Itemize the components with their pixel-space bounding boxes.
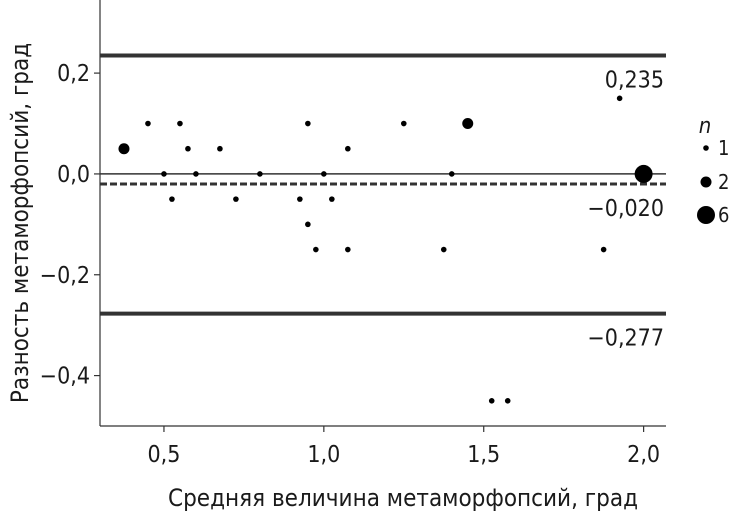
y-axis-ticks: 0,2 0,0 −0,2 −0,4 — [40, 61, 100, 390]
legend-label: 2 — [718, 170, 729, 194]
legend-title: n — [699, 114, 712, 139]
data-point — [313, 246, 319, 253]
x-axis-title: Средняя величина метаморфопсий, град — [168, 484, 638, 512]
x-tick-label: 0,5 — [148, 442, 181, 468]
data-point — [185, 145, 191, 152]
data-points — [118, 95, 653, 404]
reference-line-label: −0,277 — [587, 326, 664, 352]
reference-line-label: −0,020 — [587, 196, 664, 222]
data-point — [217, 145, 223, 152]
data-point — [634, 164, 653, 183]
data-point — [297, 196, 303, 202]
reference-line-label: 0,235 — [605, 67, 664, 93]
data-point — [345, 246, 351, 253]
data-point — [504, 397, 511, 404]
y-tick-label: 0,2 — [57, 61, 90, 87]
data-point — [305, 221, 311, 228]
legend-marker — [700, 176, 712, 188]
data-point — [345, 145, 351, 152]
data-point — [145, 120, 151, 127]
y-tick-label: 0,0 — [57, 162, 90, 188]
data-point — [169, 196, 175, 202]
x-tick-label: 2,0 — [627, 442, 660, 468]
x-tick-label: 1,0 — [307, 442, 340, 468]
data-point — [600, 246, 607, 253]
y-tick-label: −0,4 — [40, 364, 90, 390]
data-point — [257, 171, 263, 177]
data-point — [305, 120, 311, 127]
y-axis-title: Разность метаморфопсий, град — [6, 43, 34, 403]
legend-label: 1 — [718, 136, 729, 160]
legend-marker — [703, 145, 709, 151]
x-tick-label: 1,5 — [467, 442, 500, 468]
data-point — [161, 171, 167, 177]
y-tick-label: −0,2 — [40, 263, 90, 289]
axes — [99, 0, 666, 427]
data-point — [488, 397, 495, 404]
data-point — [616, 95, 623, 102]
x-axis-ticks: 0,5 1,0 1,5 2,0 — [148, 426, 660, 468]
data-point — [118, 143, 130, 155]
data-point — [462, 118, 474, 130]
data-point — [321, 171, 327, 177]
data-point — [440, 246, 447, 253]
legend: n 1 2 6 — [697, 114, 729, 227]
legend-marker — [697, 206, 715, 224]
legend-label: 6 — [718, 203, 729, 227]
data-point — [329, 196, 335, 202]
data-point — [233, 196, 239, 202]
data-point — [177, 120, 183, 127]
data-point — [400, 120, 407, 127]
data-point — [193, 171, 199, 177]
reference-lines: 0,235 −0,020 −0,277 — [100, 53, 666, 352]
data-point — [448, 171, 455, 177]
